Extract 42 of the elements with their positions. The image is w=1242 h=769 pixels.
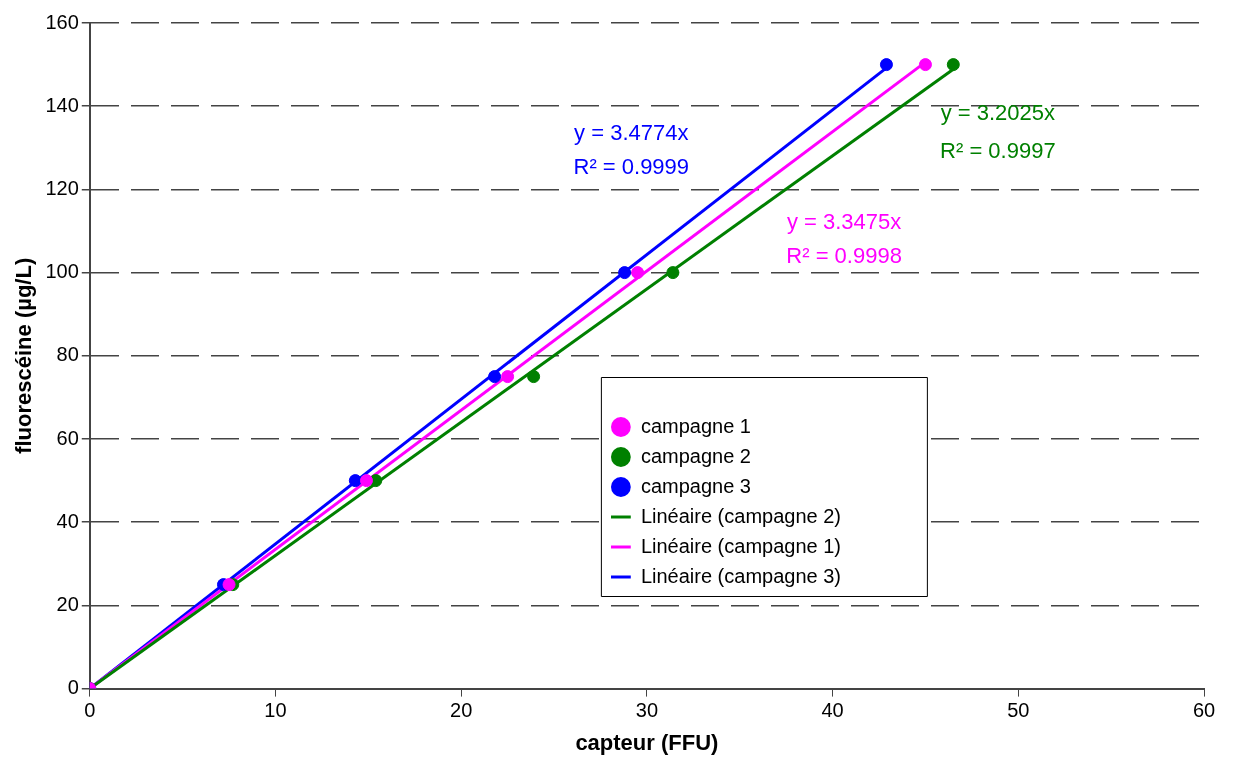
y-axis-title: fluorescéine (µg/L) xyxy=(11,257,37,454)
point xyxy=(488,370,502,384)
point xyxy=(527,370,541,384)
legend-label: Linéaire (campagne 1) xyxy=(640,534,842,557)
y-tick-label: 100 xyxy=(45,260,79,283)
annotation: R² = 0.9999 xyxy=(573,154,690,180)
y-tick-label: 20 xyxy=(56,592,79,615)
point xyxy=(348,474,362,488)
annotation: y = 3.2025x xyxy=(940,99,1056,125)
x-tick-label: 50 xyxy=(1007,699,1030,722)
y-tick-label: 160 xyxy=(45,10,79,33)
point xyxy=(631,266,645,280)
x-tick-label: 40 xyxy=(821,699,844,722)
y-tick-label: 0 xyxy=(67,676,79,699)
y-tick-label: 140 xyxy=(45,93,79,116)
x-tick-label: 60 xyxy=(1192,699,1216,722)
point xyxy=(879,58,893,72)
annotation: R² = 0.9998 xyxy=(786,243,902,269)
x-axis-title: capteur (FFU) xyxy=(575,729,719,755)
legend-label: Linéaire (campagne 3) xyxy=(640,564,842,587)
y-tick-label: 60 xyxy=(56,426,79,449)
y-tick-label: 80 xyxy=(56,343,79,366)
y-tick-label: 40 xyxy=(56,509,79,532)
point xyxy=(918,58,932,72)
point xyxy=(946,58,960,72)
annotation: y = 3.3475x xyxy=(786,208,902,234)
legend-label: campagne 3 xyxy=(640,474,751,497)
point xyxy=(501,370,515,384)
legend-label: campagne 1 xyxy=(640,414,751,437)
x-tick-label: 20 xyxy=(450,699,473,722)
point xyxy=(666,266,680,280)
point xyxy=(618,266,632,280)
legend-label: Linéaire (campagne 2) xyxy=(640,504,842,527)
point xyxy=(359,474,373,488)
x-tick-label: 10 xyxy=(264,699,287,722)
legend-label: campagne 2 xyxy=(640,444,751,467)
annotation: R² = 0.9997 xyxy=(940,138,1056,164)
x-tick-label: 30 xyxy=(635,699,659,722)
annotation: y = 3.4774x xyxy=(574,120,689,146)
y-tick-label: 120 xyxy=(45,176,79,199)
x-tick-label: 0 xyxy=(84,699,96,722)
point xyxy=(222,578,236,592)
